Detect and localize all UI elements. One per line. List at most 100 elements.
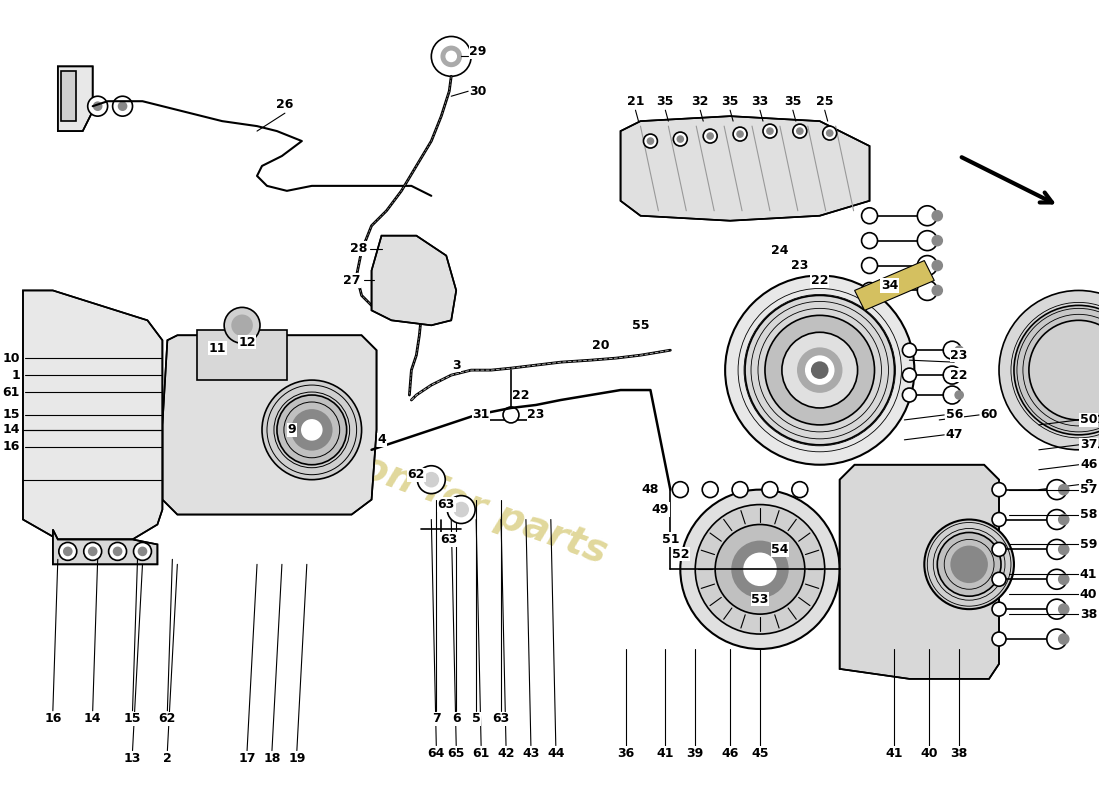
Circle shape (955, 391, 964, 399)
Text: 21: 21 (627, 94, 645, 108)
Circle shape (1059, 485, 1069, 494)
Circle shape (861, 258, 878, 274)
Text: 61: 61 (472, 747, 490, 760)
Circle shape (955, 346, 964, 354)
Circle shape (933, 210, 943, 221)
Circle shape (992, 513, 1007, 526)
Circle shape (94, 102, 101, 110)
Text: 57: 57 (1080, 483, 1098, 496)
Text: 23: 23 (527, 409, 544, 422)
Circle shape (1059, 514, 1069, 525)
Text: 52: 52 (672, 548, 689, 561)
Polygon shape (53, 530, 157, 564)
Text: 39: 39 (686, 747, 704, 760)
Text: 27: 27 (343, 274, 361, 287)
Text: 49: 49 (651, 503, 669, 516)
Circle shape (715, 525, 805, 614)
Text: passion for parts: passion for parts (250, 408, 613, 571)
Circle shape (1047, 539, 1067, 559)
Text: 3: 3 (452, 358, 461, 372)
Circle shape (301, 420, 322, 440)
Circle shape (992, 482, 1007, 497)
Text: 23: 23 (791, 259, 808, 272)
Circle shape (139, 547, 146, 555)
Circle shape (503, 407, 519, 423)
Circle shape (733, 127, 747, 141)
Text: 44: 44 (547, 747, 564, 760)
Circle shape (1059, 574, 1069, 584)
Circle shape (1014, 306, 1100, 435)
Bar (60, 71, 76, 121)
Text: 55: 55 (631, 319, 649, 332)
Circle shape (112, 96, 132, 116)
Text: 58: 58 (1080, 508, 1098, 521)
Text: 22: 22 (950, 369, 968, 382)
Text: 62: 62 (408, 468, 425, 481)
Text: 33: 33 (751, 94, 769, 108)
Circle shape (417, 466, 446, 494)
Circle shape (764, 315, 875, 425)
Circle shape (827, 130, 833, 136)
Text: 11: 11 (208, 342, 226, 354)
Circle shape (933, 286, 943, 295)
Text: 64: 64 (428, 747, 446, 760)
Text: 24: 24 (771, 244, 789, 257)
Polygon shape (58, 66, 92, 131)
Text: 10: 10 (2, 352, 20, 365)
Circle shape (277, 395, 346, 465)
Text: 63: 63 (493, 712, 509, 726)
Text: 9: 9 (287, 423, 296, 436)
Text: 46: 46 (722, 747, 739, 760)
Text: 32: 32 (692, 94, 708, 108)
Text: 18: 18 (263, 752, 280, 765)
Text: 16: 16 (2, 440, 20, 454)
Text: 34: 34 (881, 279, 898, 292)
Circle shape (1059, 604, 1069, 614)
Circle shape (644, 134, 658, 148)
Circle shape (425, 473, 438, 486)
Circle shape (955, 371, 964, 379)
Text: 40: 40 (921, 747, 938, 760)
Circle shape (1059, 634, 1069, 644)
Circle shape (725, 275, 914, 465)
Text: 6: 6 (452, 712, 461, 726)
Circle shape (232, 315, 252, 335)
Circle shape (902, 368, 916, 382)
Polygon shape (855, 261, 934, 310)
Circle shape (943, 386, 961, 404)
Text: 25: 25 (816, 94, 834, 108)
Text: 31: 31 (472, 409, 490, 422)
Circle shape (1047, 599, 1067, 619)
Text: 4: 4 (377, 434, 386, 446)
Text: 40: 40 (1080, 588, 1098, 601)
Circle shape (678, 136, 683, 142)
Text: 45: 45 (751, 747, 769, 760)
Circle shape (447, 51, 456, 62)
Text: 13: 13 (124, 752, 141, 765)
Circle shape (917, 206, 937, 226)
Circle shape (744, 554, 775, 586)
Text: 63: 63 (441, 533, 458, 546)
Circle shape (999, 290, 1100, 450)
Circle shape (109, 542, 126, 560)
Text: 35: 35 (784, 94, 802, 108)
Text: 1: 1 (11, 369, 20, 382)
Circle shape (58, 542, 77, 560)
Circle shape (793, 124, 806, 138)
Circle shape (733, 482, 748, 498)
Circle shape (917, 255, 937, 275)
Polygon shape (620, 116, 869, 221)
Text: 35: 35 (657, 94, 674, 108)
Text: 28: 28 (350, 242, 367, 255)
Polygon shape (163, 335, 376, 514)
Circle shape (84, 542, 101, 560)
Circle shape (89, 547, 97, 555)
Circle shape (992, 572, 1007, 586)
Circle shape (767, 128, 773, 134)
Text: 5: 5 (472, 712, 481, 726)
Text: 2: 2 (163, 752, 172, 765)
Circle shape (763, 124, 777, 138)
Text: 61: 61 (2, 386, 20, 398)
Text: 36: 36 (617, 747, 635, 760)
Circle shape (792, 482, 807, 498)
